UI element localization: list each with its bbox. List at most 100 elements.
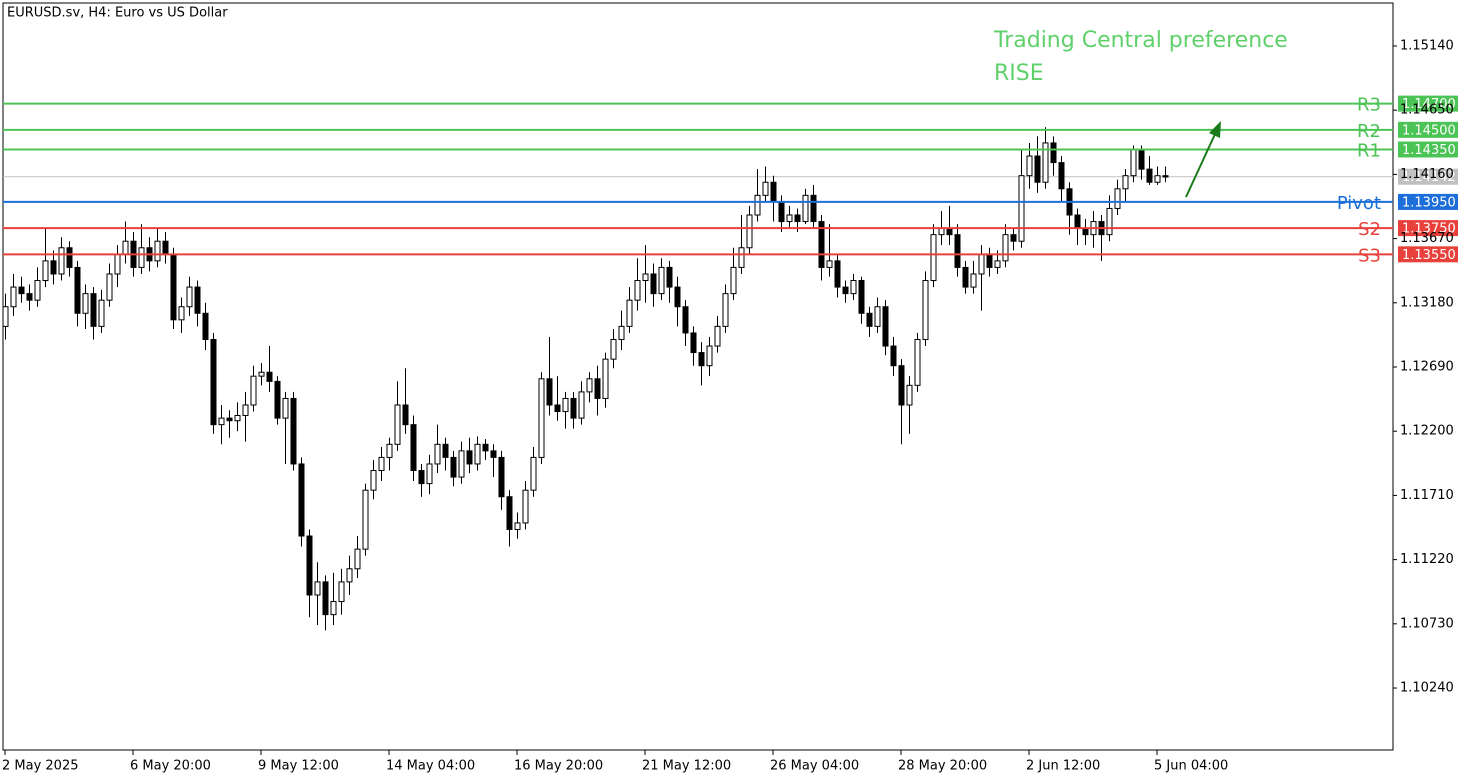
candle-body	[50, 260, 57, 275]
candle-body	[682, 306, 689, 334]
x-tick-label: 28 May 20:00	[898, 759, 987, 774]
candle-body	[498, 456, 505, 498]
candle-body	[434, 443, 441, 465]
current-price-box	[1398, 168, 1458, 185]
candle-body	[610, 338, 617, 360]
candle-body	[10, 286, 17, 308]
candle-body	[618, 325, 625, 340]
candle-body	[666, 266, 673, 288]
candle-body	[842, 286, 849, 295]
candle-body	[626, 299, 633, 327]
candle-body	[1138, 148, 1145, 170]
candle-body	[834, 260, 841, 288]
candle-body	[970, 273, 977, 288]
candle-body	[658, 266, 665, 295]
candle-body	[578, 391, 585, 419]
candle-body	[466, 450, 473, 465]
candle-body	[378, 456, 385, 472]
candle-body	[58, 247, 65, 275]
x-tick-label: 5 Jun 04:00	[1154, 759, 1228, 774]
candle-body	[426, 463, 433, 485]
level-price-box	[1398, 193, 1458, 210]
candle-body	[1042, 142, 1049, 183]
chart-title: EURUSD.sv, H4: Euro vs US Dollar	[7, 6, 228, 21]
candle-body	[514, 522, 521, 530]
level-name: R2	[1357, 121, 1381, 142]
candle-body	[762, 181, 769, 196]
y-tick-label: 1.15140	[1400, 38, 1454, 53]
candle-body	[490, 450, 497, 458]
candle-body	[90, 293, 97, 327]
y-tick-label: 1.13670	[1400, 231, 1454, 246]
level-price-label: 1.13950	[1402, 195, 1456, 210]
level-name: R3	[1357, 95, 1381, 116]
level-price-label: 1.14700	[1402, 97, 1456, 112]
level-name: S2	[1358, 219, 1381, 240]
x-tick-label: 21 May 12:00	[642, 759, 731, 774]
candle-body	[1018, 175, 1025, 242]
candle-body	[818, 221, 825, 268]
candle-body	[882, 306, 889, 347]
y-tick-label: 1.12690	[1400, 360, 1454, 375]
candle-body	[394, 404, 401, 445]
candle-body	[282, 397, 289, 419]
candle-body	[74, 266, 81, 314]
x-tick-label: 2 Jun 12:00	[1026, 759, 1100, 774]
candle-body	[1146, 168, 1153, 183]
candle-body	[1122, 175, 1129, 190]
candle-body	[850, 280, 857, 295]
candle-body	[914, 338, 921, 386]
candle-body	[354, 548, 361, 570]
candle-body	[250, 375, 257, 406]
candle-body	[778, 201, 785, 223]
candle-body	[266, 371, 273, 382]
candle-body	[986, 253, 993, 268]
x-tick-label: 26 May 04:00	[770, 759, 859, 774]
candle-body	[26, 293, 33, 301]
candle-body	[114, 253, 121, 275]
level-price-label: 1.13750	[1402, 222, 1456, 237]
level-price-label: 1.14500	[1402, 123, 1456, 138]
candle-body	[1026, 155, 1033, 177]
candle-body	[346, 568, 353, 583]
x-tick-label: 2 May 2025	[2, 759, 79, 774]
candle-body	[690, 332, 697, 354]
level-name: Pivot	[1337, 193, 1381, 214]
candle-body	[450, 456, 457, 478]
candle-body	[1130, 148, 1137, 177]
candle-body	[1058, 162, 1065, 190]
y-tick-label: 1.10730	[1400, 616, 1454, 631]
candle-body	[874, 306, 881, 327]
candle-body	[570, 397, 577, 419]
arrow-shaft	[1185, 131, 1217, 198]
candle-body	[418, 470, 425, 485]
level-price-box	[1398, 121, 1458, 138]
candle-body	[1002, 234, 1009, 262]
candle-body	[1034, 155, 1041, 183]
x-tick-label: 9 May 12:00	[258, 759, 339, 774]
candle-body	[386, 443, 393, 458]
level-price-label: 1.14350	[1402, 143, 1456, 158]
candle-body	[978, 253, 985, 275]
candle-body	[338, 581, 345, 603]
candles	[2, 127, 1393, 631]
level-price-box	[1398, 95, 1458, 112]
candle-body	[706, 345, 713, 367]
candle-body	[674, 286, 681, 308]
candle-body	[402, 404, 409, 426]
candle-body	[234, 414, 241, 422]
annotation: RISE	[994, 61, 1044, 86]
candle-body	[594, 378, 601, 399]
candle-body	[1154, 175, 1161, 183]
candle-body	[698, 352, 705, 367]
candle-body	[298, 463, 305, 537]
y-tick-label: 1.12200	[1400, 424, 1454, 439]
candle-body	[546, 378, 553, 406]
annotation: Trading Central preference	[993, 28, 1288, 53]
candle-body	[482, 443, 489, 452]
candle-body	[410, 424, 417, 472]
candle-body	[522, 489, 529, 524]
candle-body	[962, 266, 969, 288]
candle-body	[722, 293, 729, 327]
